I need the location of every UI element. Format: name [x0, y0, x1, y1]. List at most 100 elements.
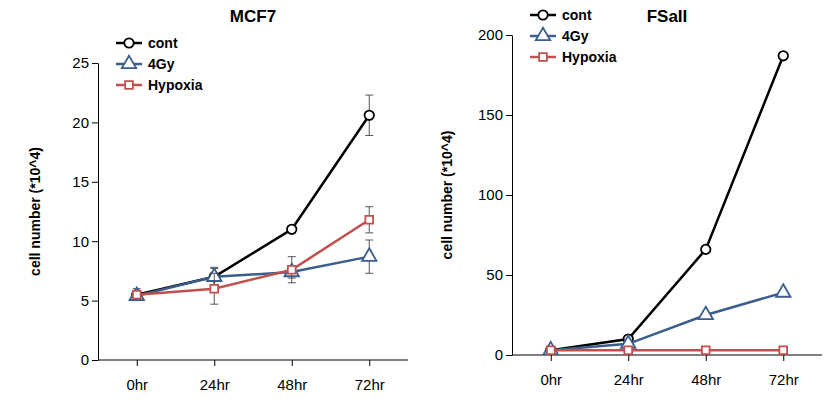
x-tick-mark	[551, 355, 552, 361]
series-line	[551, 56, 784, 350]
chart: FSaII cell number (*10^4) 0 50 100 150 200 0hr 2…	[439, 7, 822, 388]
y-tick: 0	[81, 351, 98, 368]
marker	[546, 345, 555, 354]
legend-label: 4Gy	[562, 28, 589, 44]
series	[133, 207, 374, 304]
series	[544, 284, 791, 354]
marker	[779, 346, 787, 354]
y-tick: 15	[72, 173, 98, 190]
y-tick-mark	[506, 275, 512, 276]
y-tick: 150	[478, 106, 512, 123]
y-tick-mark	[92, 360, 98, 361]
y-tick: 25	[72, 54, 98, 71]
error-bar	[133, 291, 141, 298]
y-tick-mark	[506, 195, 512, 196]
y-tick-label: 200	[478, 26, 503, 43]
y-tick-label: 100	[478, 186, 503, 203]
marker	[362, 248, 376, 260]
x-tick-mark	[369, 360, 370, 366]
x-tick-mark	[628, 355, 629, 361]
y-tick-mark	[92, 241, 98, 242]
y-tick-mark	[506, 115, 512, 116]
x-tick: 48hr	[691, 355, 721, 388]
y-tick-label: 0	[495, 346, 503, 363]
x-axis: 0hr24hr48hr72hr	[512, 355, 822, 388]
marker	[547, 346, 555, 354]
x-tick: 0hr	[540, 355, 562, 388]
series-line	[137, 115, 370, 294]
x-tick-label: 0hr	[540, 371, 562, 388]
y-axis: 0 5 10 15 20 25	[72, 54, 98, 368]
y-tick-mark	[506, 355, 512, 356]
x-tick-label: 0hr	[126, 376, 148, 393]
x-tick: 72hr	[769, 355, 799, 388]
series	[546, 51, 788, 355]
x-tick-mark	[214, 360, 215, 366]
x-tick-mark	[137, 360, 138, 366]
x-tick-label: 48hr	[691, 371, 721, 388]
legend-label: Hypoxia	[562, 49, 617, 65]
error-bar	[365, 95, 373, 135]
y-tick-label: 0	[81, 351, 89, 368]
legend-marker	[124, 38, 133, 47]
legend-marker	[536, 28, 550, 40]
legend: cont 4Gy Hypoxia	[530, 7, 617, 65]
y-tick: 200	[478, 26, 512, 43]
error-bar	[133, 289, 141, 301]
marker	[365, 111, 374, 120]
series	[132, 95, 374, 301]
marker	[288, 266, 296, 274]
x-tick-label: 24hr	[200, 376, 230, 393]
y-tick-label: 150	[478, 106, 503, 123]
figure: MCF7 cell number (*10^4) 0 5 10 15 20 25 0hr 24hr…	[0, 0, 834, 407]
y-axis-title: cell number (*10^4)	[27, 147, 43, 276]
marker	[702, 346, 710, 354]
plot-area	[130, 95, 377, 304]
y-tick-label: 5	[81, 292, 89, 309]
error-bar	[365, 207, 373, 233]
x-tick: 24hr	[200, 360, 230, 393]
legend-marker	[122, 56, 136, 68]
x-tick-label: 72hr	[769, 371, 799, 388]
marker	[699, 307, 713, 319]
legend: cont4GyHypoxia	[116, 35, 203, 93]
x-tick: 0hr	[126, 360, 148, 393]
legend-label: Hypoxia	[148, 77, 203, 93]
plot-area	[544, 51, 791, 355]
y-tick-label: 15	[72, 173, 89, 190]
y-tick: 100	[478, 186, 512, 203]
y-tick: 10	[72, 233, 98, 250]
x-tick-mark	[292, 360, 293, 366]
series-line	[137, 220, 370, 295]
marker	[210, 285, 218, 293]
title: FSaII	[647, 7, 688, 26]
series-line	[137, 257, 370, 296]
y-tick-label: 50	[486, 266, 503, 283]
legend-label: 4Gy	[148, 56, 175, 72]
x-tick-label: 48hr	[277, 376, 307, 393]
marker	[776, 284, 790, 296]
y-tick-mark	[92, 122, 98, 123]
marker	[624, 346, 632, 354]
y-tick-label: 20	[72, 114, 89, 131]
x-tick: 48hr	[277, 360, 307, 393]
marker	[544, 342, 558, 354]
marker	[132, 290, 141, 299]
y-axis: 0 50 100 150 200	[478, 26, 513, 363]
title: MCF7	[230, 7, 276, 26]
error-bar	[288, 257, 296, 283]
x-axis: 0hr 24hr 48hr 72hr	[98, 360, 408, 393]
marker	[365, 216, 373, 224]
legend-marker	[538, 10, 547, 19]
error-bar	[210, 273, 218, 304]
x-tick: 72hr	[355, 360, 385, 393]
y-tick: 20	[72, 114, 98, 131]
legend-label: cont	[562, 7, 592, 23]
y-tick: 0	[495, 346, 512, 363]
y-tick-mark	[506, 35, 512, 36]
y-axis-title: cell number (*10^4)	[439, 131, 455, 260]
y-tick-mark	[92, 182, 98, 183]
x-axis-line	[98, 360, 408, 361]
legend-marker	[539, 53, 547, 61]
y-tick: 5	[81, 292, 98, 309]
